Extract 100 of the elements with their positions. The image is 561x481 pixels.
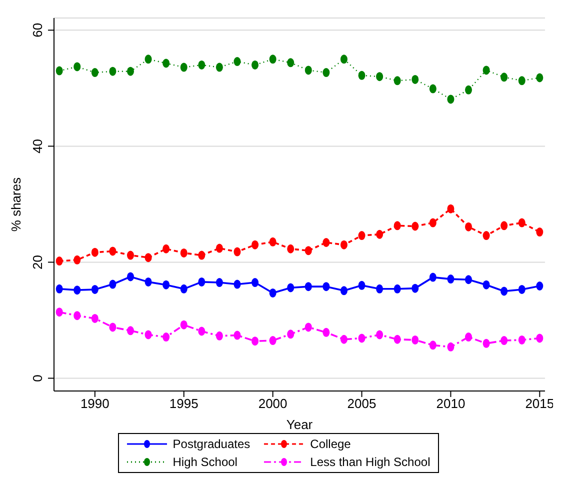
point [109, 280, 116, 289]
point [447, 94, 454, 104]
point [162, 280, 170, 290]
point [465, 222, 472, 232]
point [340, 240, 348, 250]
point [74, 286, 81, 295]
point [394, 76, 401, 86]
point [518, 76, 526, 86]
point [482, 338, 490, 348]
point [394, 284, 401, 294]
point [322, 238, 330, 247]
point [412, 284, 419, 293]
point [500, 286, 508, 296]
point [180, 320, 188, 330]
point [447, 274, 454, 284]
point [216, 62, 223, 72]
point [180, 248, 188, 258]
point [144, 54, 152, 64]
y-tick-label: 0 [30, 374, 45, 382]
point [518, 218, 526, 228]
point [56, 308, 63, 317]
point [322, 328, 330, 337]
point [56, 66, 63, 76]
point [465, 332, 472, 342]
point [234, 247, 241, 256]
point [126, 250, 134, 260]
point [412, 74, 419, 84]
point [56, 256, 63, 266]
point [252, 240, 259, 250]
point [234, 330, 241, 340]
point [358, 280, 366, 290]
point [358, 231, 366, 240]
x-tick-label: 1995 [169, 396, 198, 412]
point [304, 66, 312, 75]
point [518, 335, 526, 344]
point [340, 54, 348, 64]
legend-label: Less than High School [310, 455, 430, 469]
point [482, 231, 490, 240]
point [376, 330, 384, 340]
point [91, 248, 98, 257]
point [287, 283, 294, 292]
point [74, 255, 81, 264]
y-tick-label: 60 [30, 22, 45, 38]
point [376, 284, 384, 294]
x-tick-label: 2005 [347, 396, 376, 412]
point [109, 66, 116, 76]
x-axis-title: Year [286, 417, 314, 432]
point [412, 335, 419, 344]
point [340, 334, 348, 344]
point [465, 85, 472, 94]
point [144, 253, 152, 262]
point [287, 244, 294, 254]
point [144, 277, 152, 286]
point [429, 340, 436, 350]
point [109, 322, 116, 332]
point [234, 280, 241, 289]
point [162, 244, 170, 254]
point [216, 244, 223, 253]
point [109, 246, 116, 256]
x-tick-label: 1990 [80, 396, 110, 412]
point [447, 204, 454, 214]
legend-label: High School [172, 455, 238, 469]
point [269, 54, 276, 64]
point [429, 84, 436, 94]
point [180, 62, 188, 72]
point [500, 72, 508, 82]
point [536, 334, 544, 343]
point [162, 58, 170, 68]
point [252, 278, 259, 288]
point [198, 277, 206, 286]
point [91, 284, 98, 294]
point [412, 222, 419, 231]
point [56, 284, 63, 294]
point [180, 284, 188, 294]
point [126, 272, 134, 282]
point [358, 334, 366, 343]
point [198, 326, 206, 336]
point [394, 334, 401, 344]
point [269, 237, 276, 246]
point [465, 275, 472, 284]
point [500, 221, 508, 230]
y-tick-label: 20 [30, 254, 45, 270]
point [376, 72, 384, 82]
y-axis-title: % shares [8, 176, 24, 232]
point [74, 62, 81, 72]
legend-label: College [310, 437, 351, 451]
point [126, 326, 134, 336]
point [269, 336, 276, 346]
point [252, 336, 259, 346]
point [429, 218, 436, 228]
point [198, 250, 206, 260]
point [216, 331, 223, 340]
point [322, 68, 330, 78]
point [322, 282, 330, 292]
point [304, 322, 312, 332]
point [269, 288, 276, 298]
point [518, 284, 526, 294]
point [287, 330, 294, 339]
point [198, 60, 206, 70]
point [500, 336, 508, 346]
